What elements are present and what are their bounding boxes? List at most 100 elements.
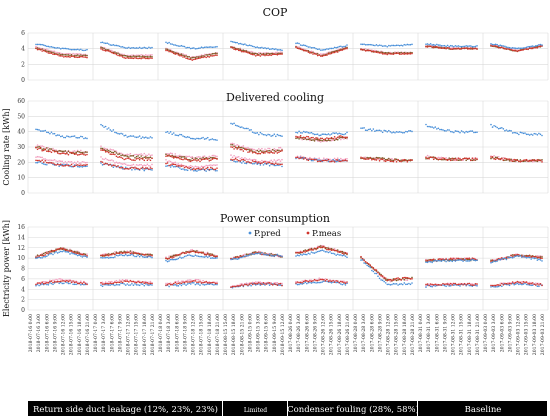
data-point xyxy=(241,282,243,285)
data-point xyxy=(267,161,269,164)
data-point xyxy=(169,131,172,133)
data-point xyxy=(251,45,254,48)
data-point xyxy=(179,256,181,258)
data-point xyxy=(76,150,79,153)
data-point xyxy=(35,128,37,131)
data-point xyxy=(245,253,248,255)
x-tick-label: 2017-08-28 21:00 xyxy=(410,314,416,355)
data-point xyxy=(200,165,203,168)
data-point xyxy=(188,281,190,283)
data-point xyxy=(146,156,149,159)
data-point xyxy=(80,54,82,56)
data-point xyxy=(59,52,62,55)
data-point xyxy=(145,55,147,58)
data-point xyxy=(230,142,232,145)
data-point xyxy=(501,256,503,259)
data-point xyxy=(213,164,215,166)
data-point xyxy=(107,283,110,285)
data-point xyxy=(307,51,310,53)
data-point xyxy=(137,254,139,256)
data-point xyxy=(42,148,45,150)
data-point xyxy=(109,281,112,283)
data-point xyxy=(61,55,64,57)
x-tick-label: 2018-08-15 18:00 xyxy=(231,314,237,355)
data-point xyxy=(203,256,206,258)
x-tick-label: 2018-07-17 6:00 xyxy=(109,314,115,352)
data-point xyxy=(111,130,113,133)
data-point xyxy=(73,55,76,57)
data-point xyxy=(61,152,64,154)
data-point xyxy=(524,47,526,49)
data-point xyxy=(131,54,133,56)
data-point xyxy=(239,255,242,257)
data-point xyxy=(405,52,407,55)
data-point xyxy=(100,123,102,126)
data-point xyxy=(465,257,467,260)
data-point xyxy=(490,284,492,287)
data-point xyxy=(169,166,172,168)
data-point xyxy=(445,47,447,50)
data-point xyxy=(118,281,121,284)
data-point xyxy=(471,45,474,48)
data-point xyxy=(344,255,347,257)
data-point xyxy=(70,281,73,284)
data-point xyxy=(276,284,279,287)
data-point xyxy=(271,284,274,286)
data-point xyxy=(374,51,376,53)
data-point xyxy=(242,255,245,258)
data-point xyxy=(323,246,325,248)
data-point xyxy=(296,47,299,50)
data-point xyxy=(522,49,525,51)
data-point xyxy=(206,55,209,58)
data-point xyxy=(52,159,54,162)
data-point xyxy=(254,284,257,286)
data-point xyxy=(145,280,147,283)
data-point xyxy=(533,132,536,135)
data-point xyxy=(169,43,172,45)
data-point xyxy=(168,255,170,257)
data-point xyxy=(128,46,130,49)
data-point xyxy=(380,44,382,47)
data-point xyxy=(63,56,65,58)
data-point xyxy=(295,252,297,254)
data-point xyxy=(137,47,139,49)
data-point xyxy=(203,168,206,171)
data-point xyxy=(171,164,173,167)
data-point xyxy=(245,158,248,160)
x-tick-label: 2018-07-16 12:00 xyxy=(61,314,67,355)
data-point xyxy=(319,281,322,284)
data-point xyxy=(535,282,537,284)
data-point xyxy=(406,159,409,162)
data-point xyxy=(123,167,125,170)
y-tick-label: 6 xyxy=(21,276,25,283)
data-point xyxy=(474,258,477,261)
data-point xyxy=(123,251,125,254)
data-point xyxy=(253,53,255,56)
data-point xyxy=(439,47,441,49)
data-point xyxy=(253,45,255,48)
data-point xyxy=(307,50,310,52)
data-point xyxy=(493,155,495,157)
data-point xyxy=(440,284,443,286)
data-point xyxy=(245,44,248,46)
data-point xyxy=(446,129,449,131)
data-point xyxy=(248,283,251,285)
data-point xyxy=(465,47,467,49)
data-point xyxy=(454,157,457,160)
data-point xyxy=(432,156,435,158)
data-point xyxy=(505,158,508,160)
data-point xyxy=(177,280,180,282)
data-point xyxy=(148,281,150,284)
legend-marker xyxy=(248,231,252,235)
data-point xyxy=(47,282,50,284)
data-point xyxy=(259,161,262,163)
data-point xyxy=(457,259,460,261)
data-point xyxy=(46,150,48,153)
data-point xyxy=(135,252,138,255)
data-point xyxy=(267,252,269,255)
data-point xyxy=(75,54,77,57)
data-point xyxy=(299,48,302,50)
data-point xyxy=(340,136,342,139)
data-point xyxy=(261,54,263,56)
data-point xyxy=(275,135,277,138)
